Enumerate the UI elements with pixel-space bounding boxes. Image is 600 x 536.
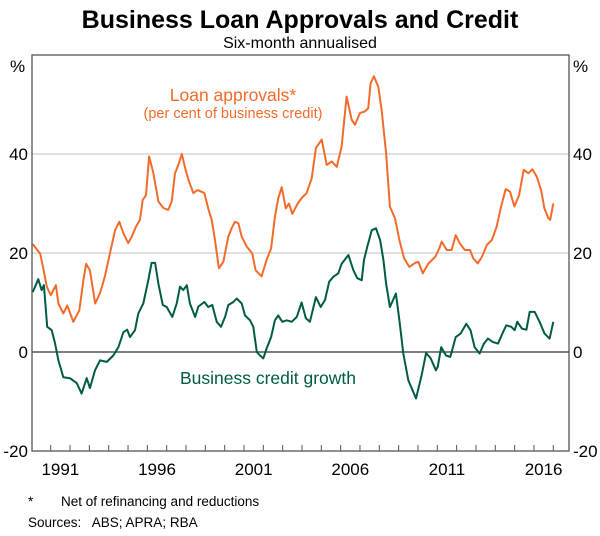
series-sublabel-loan-approvals: (per cent of business credit) bbox=[144, 106, 323, 122]
y-tick-label-left: 0 bbox=[19, 343, 28, 362]
y-unit-left: % bbox=[10, 57, 25, 76]
y-axis: -20 -20 0 0 20 20 40 40 bbox=[3, 145, 597, 461]
x-tick-label: 1991 bbox=[41, 460, 79, 479]
y-tick-label-left: -20 bbox=[3, 442, 28, 461]
x-axis: 1991 1996 2001 2006 2011 2016 bbox=[41, 445, 563, 479]
x-tick-label: 1996 bbox=[138, 460, 176, 479]
y-tick-label-right: 40 bbox=[573, 145, 592, 164]
series-lines bbox=[31, 75, 555, 400]
x-tick-label: 2006 bbox=[331, 460, 369, 479]
y-tick-label-right: -20 bbox=[573, 442, 598, 461]
y-unit-right: % bbox=[573, 57, 588, 76]
footnote: Net of refinancing and reductions bbox=[61, 494, 259, 509]
series-line-business-credit-growth bbox=[31, 227, 555, 400]
gridlines bbox=[32, 153, 569, 353]
y-tick-label-left: 20 bbox=[9, 244, 28, 263]
sources: Sources: ABS; APRA; RBA bbox=[28, 515, 198, 530]
series-line-loan-approvals bbox=[31, 75, 555, 323]
x-tick-label: 2016 bbox=[525, 460, 563, 479]
series-label-loan-approvals: Loan approvals* bbox=[170, 85, 297, 105]
chart-title: Business Loan Approvals and Credit bbox=[82, 6, 519, 34]
footnote-marker: * bbox=[28, 494, 34, 509]
x-tick-label: 2001 bbox=[235, 460, 273, 479]
plot-frame bbox=[31, 54, 570, 452]
y-tick-label-left: 40 bbox=[9, 145, 28, 164]
y-tick-label-right: 20 bbox=[573, 244, 592, 263]
series-label-business-credit: Business credit growth bbox=[180, 368, 356, 388]
x-tick-label: 2011 bbox=[429, 460, 466, 479]
chart-subtitle: Six-month annualised bbox=[223, 35, 377, 52]
y-tick-label-right: 0 bbox=[573, 343, 582, 362]
